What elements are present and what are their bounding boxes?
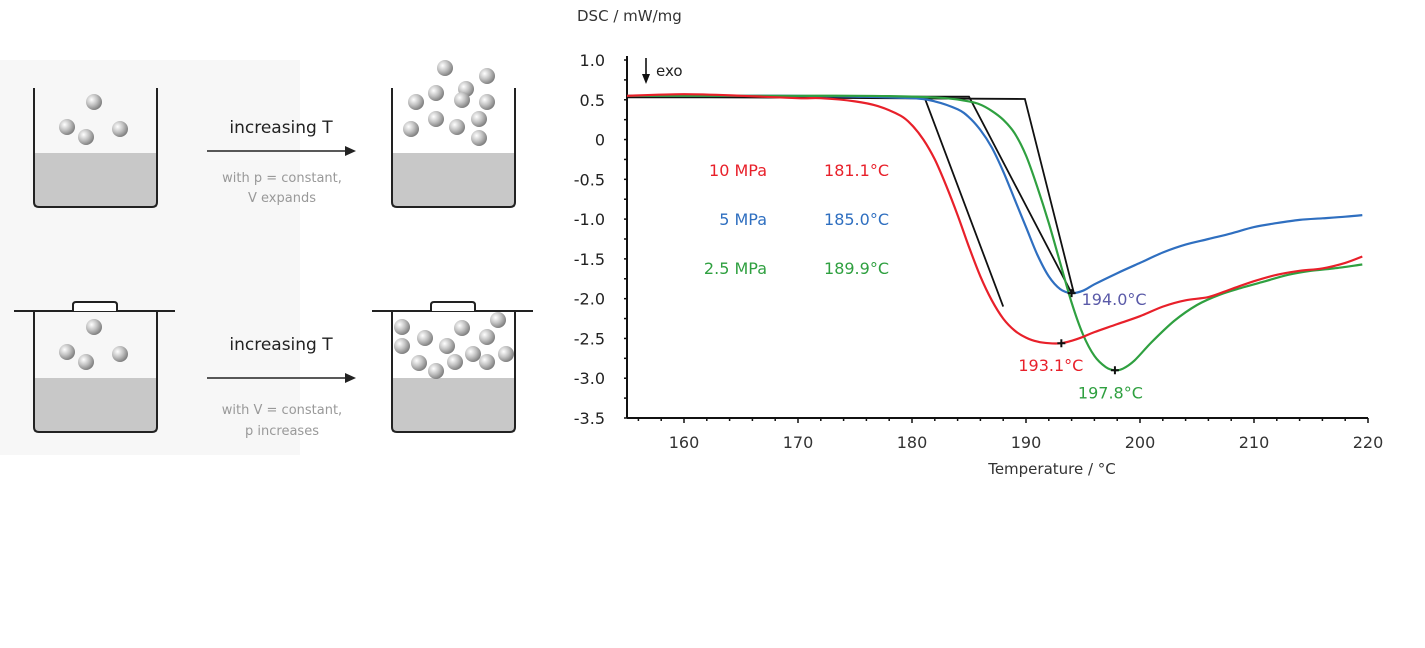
y-tick-label: -1.0: [574, 210, 605, 229]
bottom-condition-line1: with V = constant,: [222, 403, 342, 418]
peak-label: 193.1°C: [1018, 356, 1083, 375]
x-tick-label: 220: [1353, 433, 1384, 452]
peak-label: 194.0°C: [1082, 290, 1147, 309]
y-axis-title: DSC / mW/mg: [577, 7, 682, 25]
bottom-arrow-label: increasing T: [229, 335, 333, 355]
peak-label: 197.8°C: [1078, 383, 1143, 402]
top-condition-line2: V expands: [248, 191, 316, 206]
tangent-line: [627, 96, 1005, 307]
y-tick-label: -2.0: [574, 290, 605, 309]
y-tick-label: -2.5: [574, 329, 605, 348]
y-tick-label: -3.5: [574, 409, 605, 428]
legend-onset-temperature: 185.0°C: [824, 210, 889, 229]
x-tick-label: 170: [783, 433, 814, 452]
peak-marker: [1110, 366, 1119, 375]
y-tick-label: -1.5: [574, 250, 605, 269]
peak-marker: [1067, 289, 1076, 298]
x-tick-label: 160: [669, 433, 700, 452]
gas-law-diagram: increasing T with p = constant, V expand…: [0, 60, 533, 455]
top-arrow-label: increasing T: [229, 118, 333, 138]
y-tick-label: 1.0: [580, 51, 605, 70]
y-tick-label: -3.0: [574, 369, 605, 388]
dsc-chart: DSC / mW/mg 1.0 0.5 0 -0.5 -1.0 -1.5 -2.0 -2.5 -…: [574, 7, 1383, 478]
arrow-top: [207, 146, 356, 156]
legend-onset-temperature: 181.1°C: [824, 161, 889, 180]
axes: 1.0 0.5 0 -0.5 -1.0 -1.5 -2.0 -2.5 -3.0 -3.5 160 17…: [574, 51, 1383, 452]
y-tick-label: 0: [595, 131, 605, 150]
y-tick-label: -0.5: [574, 170, 605, 189]
beaker-open-after: [391, 60, 516, 208]
series-line-2-5-mpa: [627, 94, 1363, 372]
legend-onset-temperature: 189.9°C: [824, 259, 889, 278]
x-tick-label: 180: [897, 433, 928, 452]
exo-indicator: exo: [642, 58, 683, 84]
arrow-bottom: [207, 373, 356, 383]
y-tick-label: 0.5: [580, 91, 605, 110]
series-line-10-mpa: [626, 93, 1363, 345]
series-line-5-mpa: [627, 94, 1363, 295]
bottom-condition-line2: p increases: [245, 424, 319, 439]
peak-markers: [1057, 289, 1119, 375]
exo-label: exo: [656, 62, 683, 80]
beaker-open-before: [33, 88, 158, 208]
chart-labels: 193.1°C 194.0°C 197.8°C 10 MPa 181.1°C 5 MPa 1…: [704, 161, 1147, 402]
legend-series-name: 2.5 MPa: [704, 259, 767, 278]
peak-marker: [1057, 339, 1066, 348]
legend-series-name: 5 MPa: [719, 210, 767, 229]
x-axis-title: Temperature / °C: [987, 460, 1116, 478]
legend-series-name: 10 MPa: [709, 161, 767, 180]
series-lines: [626, 93, 1363, 372]
top-condition-line1: with p = constant,: [222, 171, 342, 186]
x-tick-label: 200: [1125, 433, 1156, 452]
pot-closed-before: [14, 301, 175, 433]
pot-closed-after: [372, 301, 533, 433]
x-tick-label: 210: [1239, 433, 1270, 452]
x-tick-label: 190: [1011, 433, 1042, 452]
